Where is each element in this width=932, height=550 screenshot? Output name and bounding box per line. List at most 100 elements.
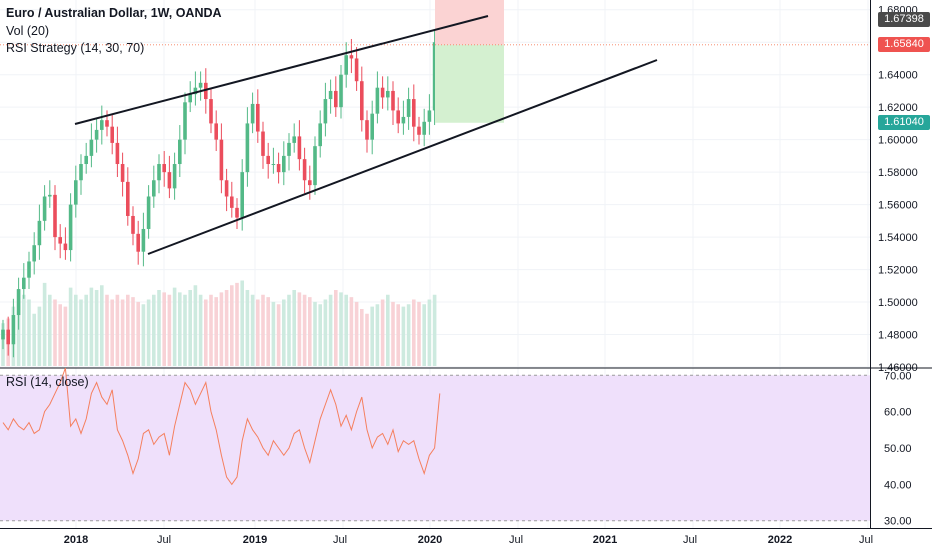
candle-body <box>198 82 203 88</box>
price-axis-tick: 1.48000 <box>878 330 918 342</box>
volume-bar <box>63 306 68 366</box>
candle-body <box>230 196 234 208</box>
take-profit-zone <box>435 44 504 123</box>
candle-body <box>313 146 317 186</box>
time-axis-tick: Jul <box>683 534 697 546</box>
volume-bar <box>380 299 385 366</box>
candle-body <box>74 180 78 205</box>
volume-bar <box>417 301 421 366</box>
candle-body <box>261 131 265 156</box>
volume-bar <box>313 301 317 366</box>
candle-body <box>406 99 411 117</box>
rsi-axis-tick: 60.00 <box>884 407 912 419</box>
volume-bar <box>334 290 338 366</box>
volume-bar <box>167 294 172 366</box>
candle-body <box>178 139 182 165</box>
volume-bar <box>224 290 229 366</box>
volume-bar <box>157 290 161 366</box>
volume-bar <box>58 304 62 366</box>
stop-loss-zone <box>435 0 504 45</box>
volume-bar <box>245 290 250 366</box>
rsi-axis-tick: 30.00 <box>884 516 912 528</box>
candle-body <box>188 94 192 103</box>
volume-bar <box>110 299 114 366</box>
candle-body <box>100 120 104 130</box>
volume-bar <box>261 294 265 366</box>
candle-body <box>328 90 333 100</box>
time-axis-tick: 2021 <box>593 534 617 546</box>
candle-body <box>245 123 250 173</box>
volume-bar <box>178 292 182 366</box>
volume-bar <box>100 285 104 366</box>
volume-bar <box>323 299 328 366</box>
candle-body <box>349 55 354 59</box>
candle-body <box>167 172 172 189</box>
candle-body <box>219 139 224 181</box>
candle-body <box>292 136 296 143</box>
volume-bar <box>74 294 78 366</box>
candle-body <box>193 87 198 95</box>
candle-body <box>94 129 99 140</box>
volume-bar <box>214 297 218 366</box>
volume-bar <box>141 304 146 366</box>
volume-bar <box>396 304 400 366</box>
volume-bar <box>188 290 192 366</box>
chart-title: Euro / Australian Dollar, 1W, OANDA <box>6 6 222 20</box>
candle-body <box>120 164 125 182</box>
candle-body <box>401 116 406 124</box>
candle-body <box>42 196 47 221</box>
volume-bar <box>308 297 312 366</box>
volume-bar <box>115 294 120 366</box>
volume-bar <box>193 285 198 366</box>
candle-body <box>48 194 52 197</box>
volume-bar <box>32 313 36 366</box>
time-axis-tick: 2022 <box>768 534 792 546</box>
volume-bar <box>183 294 187 366</box>
time-axis-tick: Jul <box>157 534 171 546</box>
candle-body <box>11 315 16 345</box>
price-axis-tick: 1.62000 <box>878 102 918 114</box>
candle-body <box>344 55 348 75</box>
candle-body <box>417 126 421 135</box>
candle-body <box>84 155 88 165</box>
volume-bar <box>365 313 369 366</box>
candle-body <box>6 329 10 345</box>
candle-body <box>370 113 374 140</box>
candle-body <box>432 42 437 111</box>
volume-bar <box>146 299 151 366</box>
volume-bar <box>391 301 395 366</box>
price-axis-tick: 1.64000 <box>878 70 918 82</box>
rsi-axis-tick: 50.00 <box>884 443 912 455</box>
candle-body <box>354 58 359 82</box>
volume-bar <box>172 287 177 366</box>
candle-body <box>162 164 166 173</box>
candle-body <box>302 159 307 181</box>
volume-bar <box>328 294 333 366</box>
candle-body <box>282 155 286 173</box>
volume-bar <box>42 282 47 366</box>
time-axis-tick: 2020 <box>418 534 442 546</box>
candle-body <box>152 180 156 197</box>
candle-body <box>250 103 255 124</box>
candle-body <box>204 82 208 100</box>
volume-bar <box>22 294 26 366</box>
candle-body <box>266 155 270 165</box>
volume-bar <box>27 299 31 366</box>
candle-body <box>422 121 426 135</box>
volume-bar <box>230 285 234 366</box>
volume-bar <box>427 299 432 366</box>
volume-bar <box>204 299 208 366</box>
volume-bar <box>375 304 380 366</box>
candle-body <box>131 215 135 234</box>
candle-body <box>256 103 260 132</box>
candle-body <box>323 99 328 124</box>
candle-body <box>214 123 218 140</box>
volume-bar <box>162 292 166 366</box>
candle-body <box>334 90 338 108</box>
volume-bar <box>287 294 291 366</box>
volume-bar <box>406 304 411 366</box>
price-axis-tick: 1.58000 <box>878 167 918 179</box>
volume-bar <box>126 294 130 366</box>
candle-body <box>297 136 302 160</box>
